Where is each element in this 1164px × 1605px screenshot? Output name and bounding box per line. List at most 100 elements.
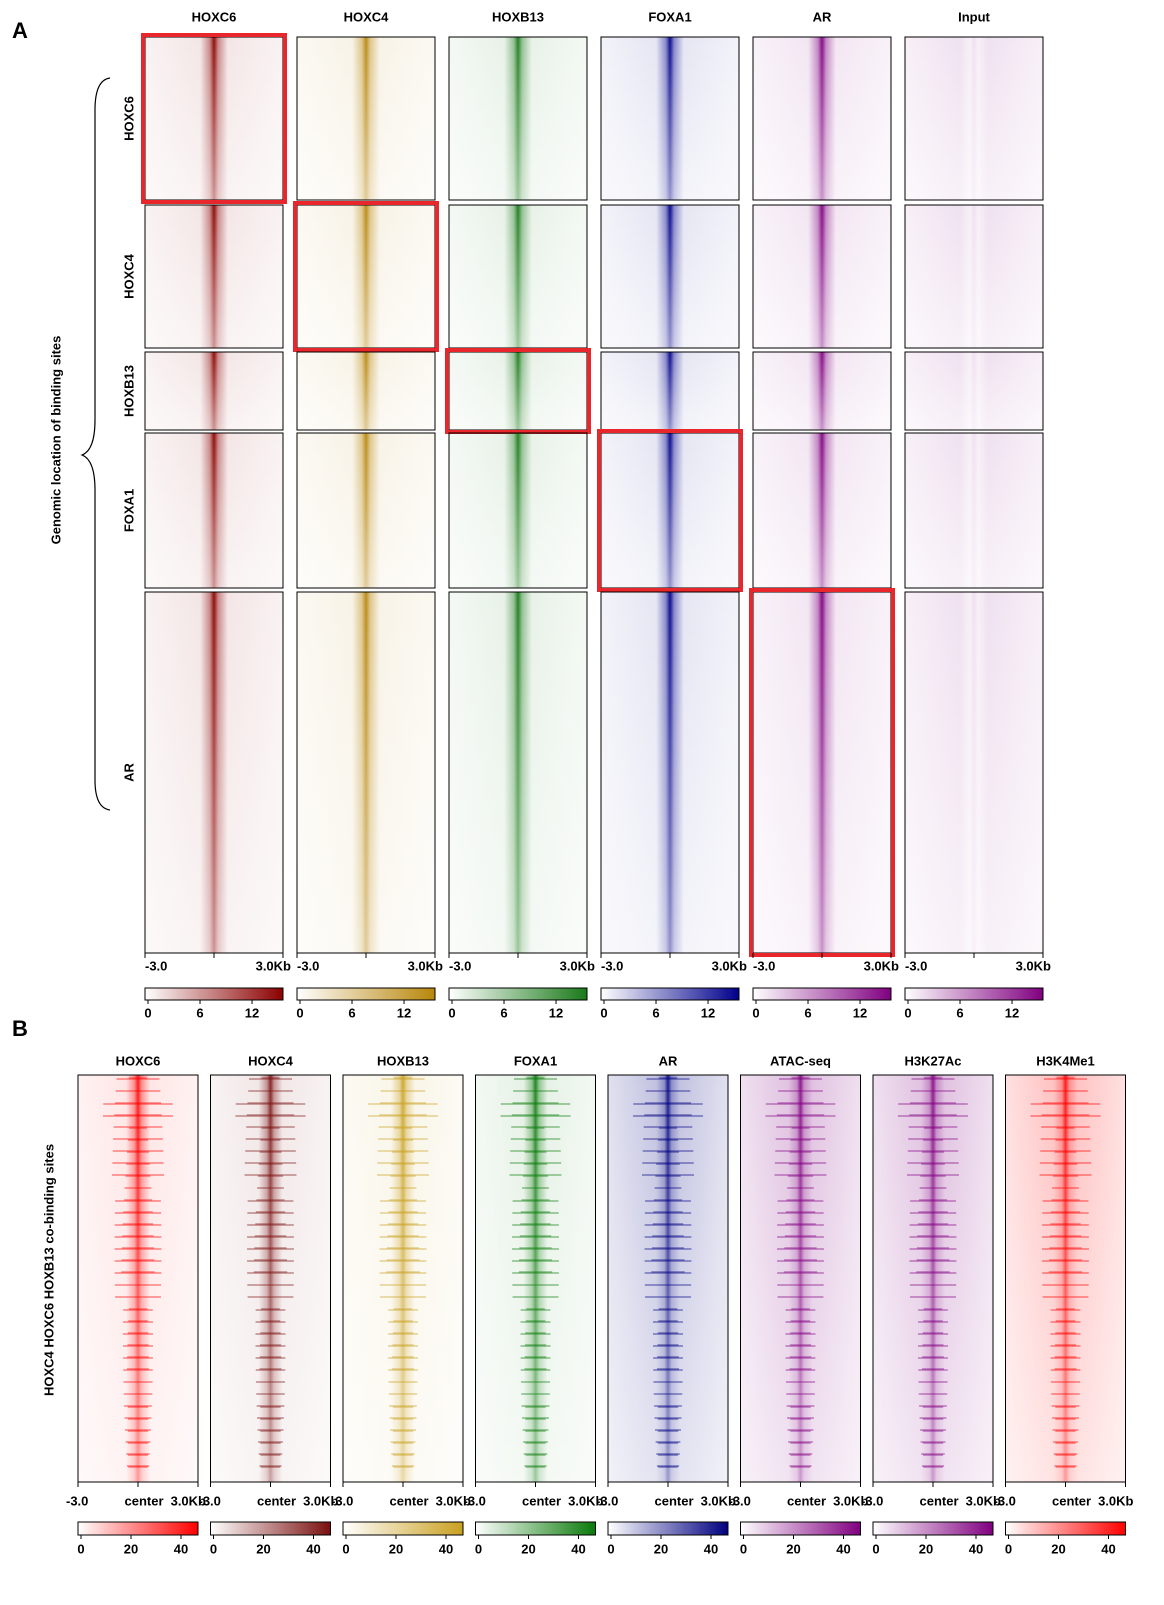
heatmap-streak [1051, 1199, 1080, 1201]
x-tick-label: center [654, 1493, 693, 1508]
heatmap-streak [918, 1381, 948, 1383]
heatmap-streak [907, 1162, 959, 1164]
x-tick-label: center [787, 1493, 826, 1508]
heatmap-fade [753, 592, 891, 953]
colorbar-tick-label: 0 [475, 1541, 482, 1556]
heatmap-streak [1039, 1162, 1092, 1164]
heatmap-streak [387, 1333, 419, 1335]
heatmap-streak [909, 1114, 957, 1116]
heatmap-streak [658, 1466, 678, 1468]
colorbar-tick-label: 0 [904, 1005, 911, 1020]
colorbar-tick-label: 20 [654, 1541, 668, 1556]
heatmap-streak [392, 1344, 414, 1346]
heatmap-streak [653, 1393, 683, 1395]
heatmap-streak [788, 1163, 813, 1165]
heatmap-streak [123, 1357, 153, 1359]
heatmap-fade [475, 1075, 596, 1482]
heatmap-streak [123, 1321, 153, 1323]
heatmap-streak [525, 1320, 546, 1322]
heatmap-streak [391, 1453, 415, 1455]
heatmap-streak [786, 1405, 815, 1407]
column-title: AR [659, 1053, 678, 1068]
colorbar-tick-label: 0 [607, 1541, 614, 1556]
heatmap-streak [392, 1442, 414, 1444]
heatmap-fade [145, 37, 283, 200]
x-tick-label: 3.0Kb [864, 958, 899, 973]
colorbar-tick-label: 12 [1005, 1005, 1019, 1020]
heatmap-streak [259, 1465, 282, 1467]
heatmap-border [296, 351, 436, 431]
heatmap-streak [918, 1321, 948, 1323]
heatmap-fade [905, 352, 1043, 430]
heatmap-streak [1040, 1150, 1091, 1152]
heatmap-streak [114, 1224, 162, 1226]
heatmap-streak [256, 1405, 285, 1407]
heatmap-fade [145, 433, 283, 588]
heatmap-streak [644, 1102, 692, 1104]
colorbar [210, 1521, 331, 1536]
colorbar [77, 1521, 199, 1536]
heatmap-streak [784, 1235, 817, 1237]
heatmap-fade [753, 352, 891, 430]
heatmap-streak [1053, 1453, 1078, 1455]
colorbar [144, 987, 284, 1001]
heatmap-fade [145, 592, 283, 953]
heatmap-streak [390, 1429, 416, 1431]
heatmap-streak [255, 1369, 286, 1371]
heatmap-streak [909, 1224, 957, 1226]
heatmap-border [904, 36, 1044, 201]
heatmap-streak [260, 1466, 281, 1468]
heatmap-streak [922, 1332, 944, 1334]
highlight-box [445, 348, 591, 434]
heatmap-streak [917, 1333, 949, 1335]
heatmap-streak [124, 1187, 152, 1189]
colorbar-tick-label: 40 [969, 1541, 983, 1556]
heatmap-border [600, 36, 740, 201]
heatmap-streak [123, 1211, 153, 1213]
heatmap-streak [127, 1418, 149, 1420]
heatmap-streak [257, 1187, 284, 1189]
heatmap-streak [790, 1430, 811, 1432]
heatmap-streak [785, 1309, 816, 1311]
heatmap-streak [114, 1260, 162, 1262]
heatmap-streak [387, 1223, 419, 1225]
heatmap-streak [657, 1151, 679, 1153]
heatmap-streak [386, 1259, 420, 1261]
heatmap-streak [393, 1466, 413, 1468]
heatmap-border [600, 204, 740, 349]
x-tick-label: -3.0 [449, 958, 471, 973]
heatmap-streak [656, 1163, 680, 1165]
colorbar-tick-label: 6 [956, 1005, 963, 1020]
heatmap-streak [790, 1139, 811, 1141]
colorbar-tick-label: 0 [1005, 1541, 1012, 1556]
heatmap-streak [378, 1126, 428, 1128]
heatmap-streak [1055, 1320, 1076, 1322]
heatmap-streak [916, 1259, 950, 1261]
heatmap-streak [394, 1077, 412, 1079]
colorbar-tick-label: 20 [1051, 1541, 1065, 1556]
heatmap-streak [787, 1429, 814, 1431]
heatmap-fade [601, 37, 739, 200]
heatmap-streak [652, 1235, 684, 1237]
heatmap-streak [917, 1223, 949, 1225]
heatmap-streak [922, 1151, 944, 1153]
colorbar [448, 987, 588, 1001]
heatmap-streak [777, 1284, 824, 1286]
heatmap-streak [522, 1417, 549, 1419]
x-tick-label: 3.0Kb [171, 1493, 206, 1508]
heatmap-streak [777, 1102, 824, 1104]
heatmap-streak [654, 1417, 682, 1419]
heatmap-streak [122, 1223, 154, 1225]
heatmap-streak [526, 1308, 545, 1310]
heatmap-streak [790, 1454, 811, 1456]
heatmap-streak [235, 1103, 306, 1105]
heatmap-streak [657, 1430, 679, 1432]
heatmap-border [904, 204, 1044, 349]
heatmap-streak [113, 1138, 163, 1140]
heatmap-streak [657, 1418, 679, 1420]
heatmap-streak [657, 1344, 679, 1346]
heatmap-fade [905, 37, 1043, 200]
row-label: FOXA1 [121, 489, 136, 532]
heatmap-streak [644, 1272, 692, 1274]
heatmap-streak [379, 1236, 427, 1238]
